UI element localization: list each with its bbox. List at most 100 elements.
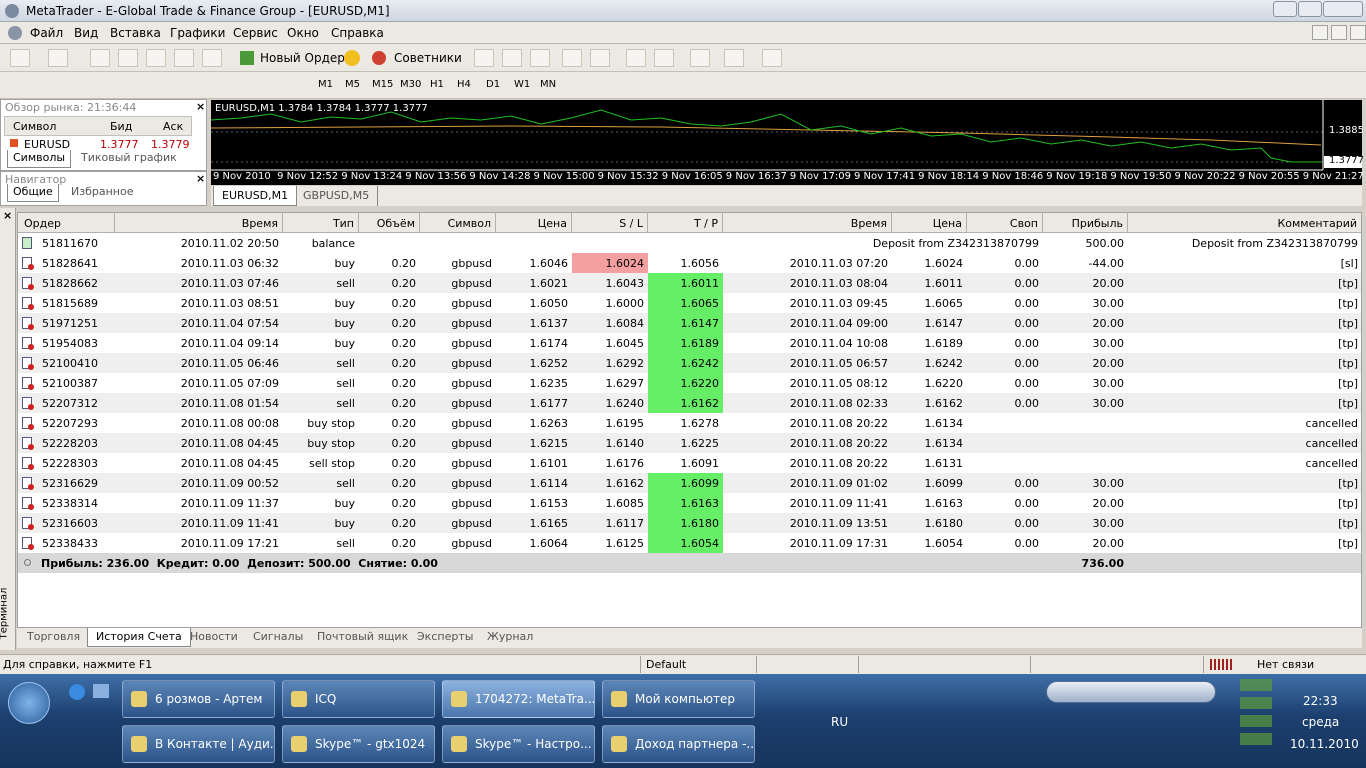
toolbar-button[interactable] (160, 76, 178, 94)
panel-tab[interactable]: Символы (7, 150, 72, 168)
menu-item[interactable]: Файл (30, 26, 64, 40)
close-button[interactable] (1323, 1, 1363, 17)
column-header[interactable]: Прибыль (1043, 213, 1128, 233)
toolbar-button[interactable] (188, 76, 206, 94)
toolbar-button[interactable] (626, 49, 646, 67)
table-row[interactable]: 52338433 2010.11.09 17:21 sell 0.20 gbpusd 1.… (18, 533, 1361, 553)
table-row[interactable]: 51828641 2010.11.03 06:32 buy 0.20 gbpusd 1.6… (18, 253, 1361, 273)
taskbar-button[interactable]: ICQ (282, 680, 435, 718)
toolbar-button[interactable] (90, 49, 110, 67)
timeframe-button[interactable]: MN (540, 79, 557, 90)
toolbar-button[interactable] (104, 76, 122, 94)
column-header[interactable]: Комментарий (1128, 213, 1361, 233)
toolbar-button[interactable] (146, 49, 166, 67)
timeframe-button[interactable]: H1 (430, 79, 444, 90)
toolbar-button[interactable] (244, 76, 262, 94)
table-row[interactable]: 51954083 2010.11.04 09:14 buy 0.20 gbpusd 1.6… (18, 333, 1361, 353)
taskbar-button[interactable]: 6 розмов - Артем (122, 680, 275, 718)
terminal-tab[interactable]: История Счета (87, 628, 191, 647)
table-row[interactable]: 52100387 2010.11.05 07:09 sell 0.20 gbpusd 1.… (18, 373, 1361, 393)
column-header[interactable]: Цена (496, 213, 572, 233)
column-header[interactable]: Своп (967, 213, 1043, 233)
taskbar-button[interactable]: В Контакте | Ауди... (122, 725, 275, 763)
table-row[interactable]: 52316629 2010.11.09 00:52 sell 0.20 gbpusd 1.… (18, 473, 1361, 493)
mdi-button[interactable] (1312, 25, 1328, 40)
warning-button[interactable] (344, 50, 360, 66)
taskbar-button[interactable]: Skype™ - Настро... (442, 725, 595, 763)
new-order-button[interactable]: Новый Ордер (236, 47, 345, 69)
toolbar-button[interactable] (174, 49, 194, 67)
close-icon[interactable]: × (196, 100, 206, 113)
toolbar-button[interactable] (762, 49, 782, 67)
table-row[interactable]: 51815689 2010.11.03 08:51 buy 0.20 gbpusd 1.6… (18, 293, 1361, 313)
panel-tab[interactable]: Общие (7, 184, 59, 202)
column-header[interactable]: Ордер (18, 213, 115, 233)
quick-launch-desktop[interactable] (93, 684, 109, 698)
panel-tab[interactable]: Тиковый график (81, 151, 177, 164)
toolbar-button[interactable] (10, 76, 28, 94)
toolbar-button[interactable] (202, 49, 222, 67)
menu-item[interactable]: Справка (331, 26, 384, 40)
minimize-button[interactable] (1273, 1, 1297, 17)
table-row[interactable]: 52228203 2010.11.08 04:45 buy stop 0.20 gbpu… (18, 433, 1361, 453)
toolbar-button[interactable] (118, 49, 138, 67)
toolbar-button[interactable] (272, 76, 290, 94)
start-button[interactable] (8, 682, 50, 724)
maximize-button[interactable] (1298, 1, 1322, 17)
chart-tab[interactable]: EURUSD,M1 (213, 186, 298, 206)
table-row[interactable]: 52228303 2010.11.08 04:45 sell stop 0.20 gbp… (18, 453, 1361, 473)
media-player-bar[interactable] (1046, 681, 1216, 703)
table-row[interactable]: 52207293 2010.11.08 00:08 buy stop 0.20 gbpu… (18, 413, 1361, 433)
taskbar-button[interactable]: 1704272: MetaTra... (442, 680, 595, 718)
toolbar-button[interactable] (654, 49, 674, 67)
toolbar-button[interactable] (724, 49, 744, 67)
toolbar-button[interactable] (78, 76, 96, 94)
terminal-tab[interactable]: Журнал (487, 630, 534, 643)
menu-item[interactable]: Вид (74, 26, 99, 40)
timeframe-button[interactable]: M15 (372, 79, 394, 90)
column-header[interactable]: Объём (359, 213, 420, 233)
menu-item[interactable]: Окно (287, 26, 319, 40)
toolbar-button[interactable] (48, 49, 68, 67)
experts-button[interactable]: Советники (368, 47, 462, 69)
timeframe-button[interactable]: M5 (345, 79, 360, 90)
quick-launch-ie[interactable] (69, 684, 85, 700)
column-header[interactable]: Время (115, 213, 283, 233)
terminal-tab[interactable]: Эксперты (417, 630, 474, 643)
table-row[interactable]: 51828662 2010.11.03 07:46 sell 0.20 gbpusd 1.… (18, 273, 1361, 293)
menu-item[interactable]: Вставка (110, 26, 161, 40)
table-row[interactable]: 52100410 2010.11.05 06:46 sell 0.20 gbpusd 1.… (18, 353, 1361, 373)
mdi-button[interactable] (1350, 25, 1366, 40)
toolbar-button[interactable] (216, 76, 234, 94)
timeframe-button[interactable]: M30 (400, 79, 422, 90)
toolbar-button[interactable] (590, 49, 610, 67)
menu-item[interactable]: Графики (170, 26, 226, 40)
column-header[interactable]: Тип (283, 213, 359, 233)
panel-tab[interactable]: Избранное (71, 185, 134, 198)
taskbar-button[interactable]: Skype™ - gtx1024 (282, 725, 435, 763)
chart-tab[interactable]: GBPUSD,M5 (295, 186, 379, 206)
table-row[interactable]: 52316603 2010.11.09 11:41 buy 0.20 gbpusd 1.6… (18, 513, 1361, 533)
close-icon[interactable]: × (196, 172, 206, 185)
taskbar-button[interactable]: Мой компьютер (602, 680, 755, 718)
toolbar-button[interactable] (690, 49, 710, 67)
terminal-tab[interactable]: Почтовый ящик (317, 630, 409, 643)
column-header[interactable]: T / P (648, 213, 723, 233)
taskbar-button[interactable]: Доход партнера -... (602, 725, 755, 763)
close-icon[interactable]: × (3, 209, 13, 222)
toolbar-button[interactable] (530, 49, 550, 67)
toolbar-button[interactable] (562, 49, 582, 67)
timeframe-button[interactable]: H4 (457, 79, 471, 90)
timeframe-button[interactable]: M1 (318, 79, 333, 90)
toolbar-button[interactable] (40, 76, 58, 94)
timeframe-button[interactable]: D1 (486, 79, 501, 90)
table-row[interactable]: 52338314 2010.11.09 11:37 buy 0.20 gbpusd 1.6… (18, 493, 1361, 513)
column-header[interactable]: Цена (892, 213, 967, 233)
language-indicator[interactable]: RU (831, 715, 849, 729)
mdi-button[interactable] (1331, 25, 1347, 40)
column-header[interactable]: Символ (420, 213, 496, 233)
timeframe-button[interactable]: W1 (514, 79, 531, 90)
table-row[interactable]: 52207312 2010.11.08 01:54 sell 0.20 gbpusd 1.… (18, 393, 1361, 413)
menu-item[interactable]: Сервис (233, 26, 278, 40)
toolbar-button[interactable] (474, 49, 494, 67)
